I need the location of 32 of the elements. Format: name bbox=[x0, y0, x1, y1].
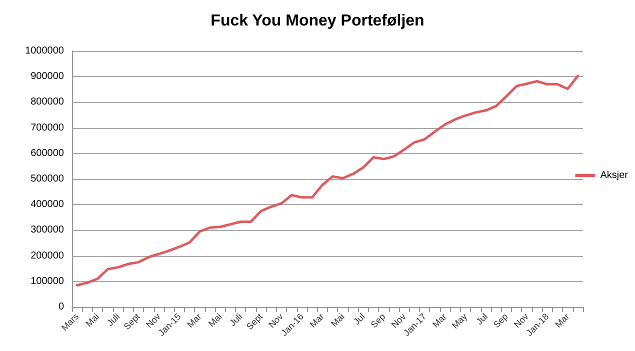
x-tick-label: Nov bbox=[512, 311, 531, 330]
y-tick-label: 1000000 bbox=[25, 46, 64, 56]
y-tick-label: 700000 bbox=[30, 122, 64, 134]
y-tick-label: 900000 bbox=[30, 71, 64, 82]
x-tick-label: Nov bbox=[266, 311, 286, 330]
y-tick-label: 600000 bbox=[30, 148, 64, 159]
x-tick-label: May bbox=[450, 311, 470, 331]
x-tick-label: Mai bbox=[206, 311, 224, 329]
x-tick-label: Mar bbox=[185, 311, 204, 330]
chart-title: Fuck You Money Porteføljen bbox=[210, 12, 424, 30]
x-tick-label: Jul bbox=[474, 311, 490, 327]
y-tick-label: 400000 bbox=[30, 199, 64, 210]
x-tick-label: Sep bbox=[492, 311, 510, 330]
y-tick-label: 200000 bbox=[30, 250, 64, 262]
x-tick-label: Juli bbox=[104, 311, 122, 328]
x-tick-label: Mai bbox=[329, 311, 346, 329]
legend-label: Aksjer bbox=[600, 170, 629, 181]
line-series bbox=[76, 74, 580, 286]
y-tick-label: 800000 bbox=[30, 96, 64, 108]
x-tick-label: Mar bbox=[430, 311, 449, 330]
y-tick-label: 300000 bbox=[30, 224, 64, 236]
y-tick-label: 0 bbox=[58, 302, 64, 312]
x-tick-label: Mar bbox=[308, 311, 326, 330]
x-tick-label: Mar bbox=[553, 311, 572, 330]
x-tick-label: Sep bbox=[368, 311, 388, 330]
y-tick-label: 500000 bbox=[30, 174, 64, 184]
x-tick-label: Mai bbox=[84, 311, 102, 329]
y-tick-label: 100000 bbox=[30, 276, 64, 287]
x-tick-label: Jul bbox=[352, 311, 367, 327]
x-tick-label: Nov bbox=[144, 311, 163, 330]
x-tick-label: Juli bbox=[228, 311, 244, 328]
x-tick-label: Nov bbox=[389, 311, 408, 330]
